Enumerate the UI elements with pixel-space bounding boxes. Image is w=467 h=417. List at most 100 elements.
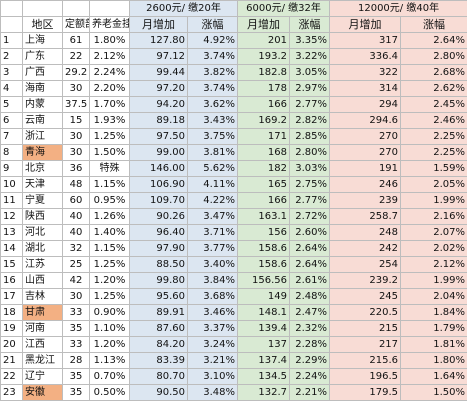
monthly-increase-cell-2[interactable]: 166 (237, 96, 291, 113)
increase-rate-cell-2[interactable]: 2.64% (289, 240, 331, 257)
region-header[interactable]: 地区 (22, 16, 63, 33)
fixed-amount-cell[interactable]: 61 (62, 32, 90, 49)
monthly-increase-cell-2[interactable]: 178 (237, 80, 291, 97)
increase-rate-cell-2[interactable]: 2.61% (289, 272, 331, 289)
row-index-cell[interactable]: 21 (0, 352, 23, 369)
pension-linked-cell[interactable]: 1.25% (89, 288, 130, 305)
monthly-increase-cell-2[interactable]: 193.2 (237, 48, 291, 65)
increase-rate-cell-1[interactable]: 3.77% (186, 240, 239, 257)
pension-linked-cell[interactable]: 1.25% (89, 128, 130, 145)
fixed-amount-cell[interactable]: 40 (62, 224, 90, 241)
monthly-increase-cell-2[interactable]: 166 (237, 192, 291, 209)
increase-rate-cell-3[interactable]: 2.07% (400, 224, 467, 241)
region-cell[interactable]: 北京 (22, 160, 63, 177)
monthly-increase-cell-2[interactable]: 156 (237, 224, 291, 241)
monthly-increase-cell-1[interactable]: 94.20 (129, 96, 188, 113)
monthly-increase-cell-1[interactable]: 99.00 (129, 144, 188, 161)
monthly-increase-cell-2[interactable]: 201 (237, 32, 291, 49)
fixed-amount-cell[interactable]: 48 (62, 176, 90, 193)
region-cell[interactable]: 广东 (22, 48, 63, 65)
increase-rate-cell-3[interactable]: 1.50% (400, 384, 467, 401)
fixed-amount-cell[interactable]: 60 (62, 192, 90, 209)
fixed-amount-cell[interactable]: 25 (62, 256, 90, 273)
monthly-increase-cell-1[interactable]: 89.91 (129, 304, 188, 321)
increase-rate-cell-2[interactable]: 2.24% (289, 368, 331, 385)
monthly-increase-cell-3[interactable]: 294 (329, 96, 402, 113)
monthly-increase-header-3[interactable]: 月增加 (329, 16, 402, 33)
increase-rate-cell-3[interactable]: 2.68% (400, 64, 467, 81)
group-header-12000[interactable]: 12000元/ 缴40年 (329, 0, 467, 17)
row-index-cell[interactable]: 4 (0, 80, 23, 97)
monthly-increase-cell-3[interactable]: 239 (329, 192, 402, 209)
monthly-increase-cell-3[interactable]: 258.7 (329, 208, 402, 225)
increase-rate-cell-1[interactable]: 3.37% (186, 320, 239, 337)
increase-rate-cell-1[interactable]: 3.10% (186, 368, 239, 385)
increase-rate-cell-2[interactable]: 2.82% (289, 112, 331, 129)
monthly-increase-cell-3[interactable]: 336.4 (329, 48, 402, 65)
monthly-increase-cell-1[interactable]: 97.50 (129, 128, 188, 145)
increase-rate-cell-2[interactable]: 2.80% (289, 144, 331, 161)
pension-linked-cell[interactable]: 1.93% (89, 112, 130, 129)
region-cell[interactable]: 黑龙江 (22, 352, 63, 369)
monthly-increase-cell-3[interactable]: 217 (329, 336, 402, 353)
monthly-increase-cell-2[interactable]: 163.1 (237, 208, 291, 225)
increase-rate-cell-1[interactable]: 3.82% (186, 64, 239, 81)
monthly-increase-cell-2[interactable]: 158.6 (237, 240, 291, 257)
increase-rate-cell-2[interactable]: 2.47% (289, 304, 331, 321)
monthly-increase-cell-2[interactable]: 134.5 (237, 368, 291, 385)
monthly-increase-cell-1[interactable]: 90.26 (129, 208, 188, 225)
monthly-increase-cell-3[interactable]: 245 (329, 288, 402, 305)
monthly-increase-cell-1[interactable]: 89.18 (129, 112, 188, 129)
increase-rate-cell-1[interactable]: 3.24% (186, 336, 239, 353)
increase-rate-cell-3[interactable]: 2.46% (400, 112, 467, 129)
fixed-amount-cell[interactable]: 29.2 (62, 64, 90, 81)
pension-linked-cell[interactable]: 1.13% (89, 352, 130, 369)
region-cell[interactable]: 吉林 (22, 288, 63, 305)
fixed-amount-cell[interactable]: 22 (62, 48, 90, 65)
row-index-cell[interactable]: 19 (0, 320, 23, 337)
fixed-amount-cell[interactable]: 40 (62, 208, 90, 225)
monthly-increase-cell-1[interactable]: 106.90 (129, 176, 188, 193)
increase-rate-cell-2[interactable]: 2.64% (289, 256, 331, 273)
increase-rate-cell-1[interactable]: 4.92% (186, 32, 239, 49)
increase-rate-cell-3[interactable]: 2.64% (400, 32, 467, 49)
monthly-increase-cell-2[interactable]: 139.4 (237, 320, 291, 337)
fixed-amount-cell[interactable]: 30 (62, 288, 90, 305)
increase-rate-cell-2[interactable]: 2.21% (289, 384, 331, 401)
monthly-increase-cell-3[interactable]: 317 (329, 32, 402, 49)
region-cell[interactable]: 河北 (22, 224, 63, 241)
monthly-increase-cell-3[interactable]: 248 (329, 224, 402, 241)
monthly-increase-cell-2[interactable]: 137 (237, 336, 291, 353)
row-index-cell[interactable]: 7 (0, 128, 23, 145)
increase-rate-cell-2[interactable]: 2.28% (289, 336, 331, 353)
monthly-increase-cell-1[interactable]: 84.20 (129, 336, 188, 353)
region-cell[interactable]: 天津 (22, 176, 63, 193)
increase-rate-cell-1[interactable]: 3.71% (186, 224, 239, 241)
increase-rate-cell-1[interactable]: 3.68% (186, 288, 239, 305)
increase-rate-cell-2[interactable]: 2.60% (289, 224, 331, 241)
monthly-increase-cell-2[interactable]: 132.7 (237, 384, 291, 401)
increase-rate-cell-3[interactable]: 2.45% (400, 96, 467, 113)
row-index-cell[interactable]: 15 (0, 256, 23, 273)
fixed-amount-cell[interactable]: 35 (62, 320, 90, 337)
monthly-increase-cell-1[interactable]: 96.40 (129, 224, 188, 241)
increase-rate-cell-2[interactable]: 2.72% (289, 208, 331, 225)
monthly-increase-cell-2[interactable]: 171 (237, 128, 291, 145)
monthly-increase-cell-3[interactable]: 215.6 (329, 352, 402, 369)
pension-linked-cell[interactable]: 1.50% (89, 144, 130, 161)
increase-rate-cell-3[interactable]: 2.25% (400, 128, 467, 145)
row-index-cell[interactable]: 6 (0, 112, 23, 129)
increase-rate-cell-3[interactable]: 1.99% (400, 192, 467, 209)
monthly-increase-cell-3[interactable]: 179.5 (329, 384, 402, 401)
increase-rate-cell-2[interactable]: 2.77% (289, 96, 331, 113)
increase-rate-cell-3[interactable]: 2.62% (400, 80, 467, 97)
monthly-increase-cell-2[interactable]: 156.56 (237, 272, 291, 289)
increase-rate-cell-3[interactable]: 1.80% (400, 352, 467, 369)
monthly-increase-cell-3[interactable]: 322 (329, 64, 402, 81)
fixed-amount-cell[interactable]: 35 (62, 368, 90, 385)
fixed-amount-cell[interactable]: 42 (62, 272, 90, 289)
increase-rate-cell-1[interactable]: 3.84% (186, 272, 239, 289)
increase-rate-cell-3[interactable]: 2.25% (400, 144, 467, 161)
region-cell[interactable]: 广西 (22, 64, 63, 81)
row-index-cell[interactable]: 5 (0, 96, 23, 113)
